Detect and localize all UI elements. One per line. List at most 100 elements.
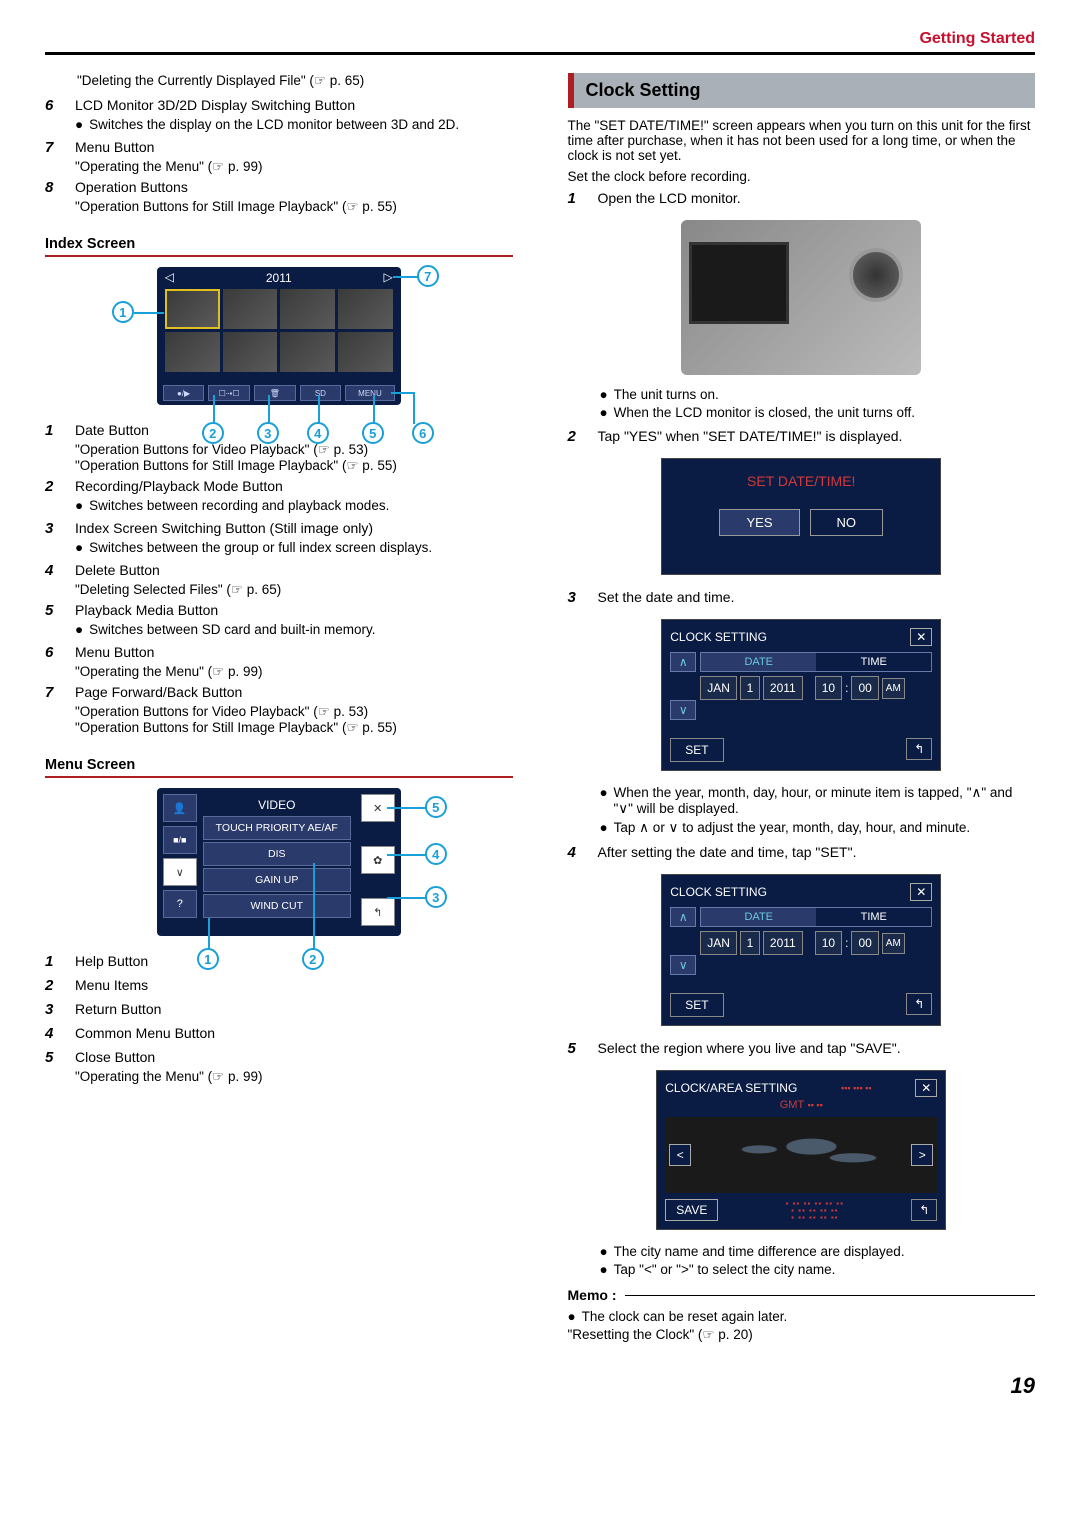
item-c4: 4 Common Menu Button [45, 1025, 513, 1045]
item-number: 7 [45, 139, 61, 156]
item-b7: 7 Page Forward/Back Button "Operation Bu… [45, 684, 513, 736]
prev-region-button[interactable]: < [669, 1144, 691, 1166]
month-value[interactable]: JAN [700, 931, 737, 955]
city-dots: ▪ ▪▪ ▪▪ ▪▪ ▪▪ ▪▪▪ ▪▪ ▪▪ ▪▪ ▪▪▪ ▪▪ ▪▪ ▪▪ … [786, 1200, 844, 1221]
up-arrow-icon[interactable]: ∧ [670, 907, 696, 927]
item-b2: 2 Recording/Playback Mode Button ●Switch… [45, 478, 513, 516]
item-number: 6 [45, 97, 61, 114]
down-arrow-icon[interactable]: ∨ [670, 700, 696, 720]
callout-2: 2 [202, 422, 224, 444]
day-value[interactable]: 1 [740, 676, 760, 700]
callout-m2: 2 [302, 948, 324, 970]
callout-4: 4 [307, 422, 329, 444]
close-icon[interactable]: ✕ [910, 883, 932, 901]
item-b3: 3 Index Screen Switching Button (Still i… [45, 520, 513, 558]
time-tab[interactable]: TIME [816, 908, 931, 926]
date-tab[interactable]: DATE [701, 908, 816, 926]
right-column: Clock Setting The "SET DATE/TIME!" scree… [568, 73, 1036, 1343]
callout-1: 1 [112, 301, 134, 323]
index-year: 2011 [266, 271, 292, 285]
time-tab[interactable]: TIME [816, 653, 931, 671]
index-screen-figure: ◁▷ 2011 ●/▶ ☐⇢☐ 🗑 SD MENU 1 2 [45, 267, 513, 408]
date-tab[interactable]: DATE [701, 653, 816, 671]
cs-title: CLOCK SETTING [670, 630, 767, 644]
step-4: 4 After setting the date and time, tap "… [568, 844, 1036, 864]
item-c2: 2 Menu Items [45, 977, 513, 997]
item-number: 8 [45, 179, 61, 196]
memo-label: Memo : [568, 1287, 617, 1303]
intro-text-2: Set the clock before recording. [568, 169, 1036, 184]
menu-screen-header: Menu Screen [45, 756, 513, 778]
day-value[interactable]: 1 [740, 931, 760, 955]
menu-title: VIDEO [203, 794, 351, 816]
minute-value[interactable]: 00 [851, 676, 878, 700]
area-setting-panel: CLOCK/AREA SETTING ▪▪▪ ▪▪▪ ▪▪ ✕ GMT ▪▪ ▪… [656, 1070, 946, 1230]
return-icon[interactable]: ↰ [911, 1199, 937, 1221]
item-title: LCD Monitor 3D/2D Display Switching Butt… [75, 97, 513, 113]
camera-illustration [681, 220, 921, 375]
next-region-button[interactable]: > [911, 1144, 933, 1166]
month-value[interactable]: JAN [700, 676, 737, 700]
dialog-title: SET DATE/TIME! [676, 473, 926, 489]
step5-bullet-1: The city name and time difference are di… [614, 1244, 905, 1259]
minute-value[interactable]: 00 [851, 931, 878, 955]
item-c5: 5 Close Button "Operating the Menu" (☞ p… [45, 1049, 513, 1085]
gmt-label: GMT [780, 1099, 804, 1111]
index-screen-header: Index Screen [45, 235, 513, 257]
step-3: 3 Set the date and time. [568, 589, 1036, 609]
ampm-value[interactable]: AM [882, 678, 905, 699]
index-screen-diagram: ◁▷ 2011 ●/▶ ☐⇢☐ 🗑 SD MENU [157, 267, 401, 405]
menu-item-3: GAIN UP [203, 868, 351, 892]
return-icon[interactable]: ↰ [906, 738, 932, 760]
item-b6: 6 Menu Button "Operating the Menu" (☞ p.… [45, 644, 513, 680]
return-icon[interactable]: ↰ [906, 993, 932, 1015]
clock-setting-panel-2: CLOCK SETTING ✕ ∧ ∨ DATE TIME JAN 1 [661, 874, 941, 1026]
set-datetime-dialog: SET DATE/TIME! YES NO [661, 458, 941, 575]
memo-ref: "Resetting the Clock" (☞ p. 20) [568, 1327, 1036, 1343]
area-title: CLOCK/AREA SETTING [665, 1081, 797, 1095]
page-header: Getting Started [45, 30, 1035, 55]
menu-item-2: DIS [203, 842, 351, 866]
item-b5: 5 Playback Media Button ●Switches betwee… [45, 602, 513, 640]
section-title: Menu Screen [45, 757, 135, 773]
step-2: 2 Tap "YES" when "SET DATE/TIME!" is dis… [568, 428, 1036, 448]
item-ref: "Operating the Menu" (☞ p. 99) [75, 159, 513, 175]
item-b4: 4 Delete Button "Deleting Selected Files… [45, 562, 513, 598]
callout-m3: 3 [425, 886, 447, 908]
set-button[interactable]: SET [670, 738, 723, 762]
year-value[interactable]: 2011 [763, 676, 803, 700]
menu-screen-figure: 👤 ■/■ ∨ ? VIDEO TOUCH PRIORITY AE/AF DIS… [45, 788, 513, 939]
set-button[interactable]: SET [670, 993, 723, 1017]
callout-3: 3 [257, 422, 279, 444]
close-icon[interactable]: ✕ [910, 628, 932, 646]
page-number: 19 [45, 1373, 1035, 1399]
memo-bullet: The clock can be reset again later. [582, 1309, 788, 1324]
hour-value[interactable]: 10 [815, 931, 842, 955]
yes-button[interactable]: YES [719, 509, 799, 536]
intro-text: The "SET DATE/TIME!" screen appears when… [568, 118, 1036, 163]
callout-m4: 4 [425, 843, 447, 865]
no-button[interactable]: NO [810, 509, 884, 536]
step1-bullet-1: The unit turns on. [614, 387, 719, 402]
hour-value[interactable]: 10 [815, 676, 842, 700]
item-c1: 1 Help Button [45, 953, 513, 973]
clock-setting-panel-1: CLOCK SETTING ✕ ∧ ∨ DATE TIME JAN 1 [661, 619, 941, 771]
clock-setting-title: Clock Setting [568, 73, 1036, 108]
ampm-value[interactable]: AM [882, 933, 905, 954]
close-icon[interactable]: ✕ [915, 1079, 937, 1097]
section-title: Index Screen [45, 236, 135, 252]
up-arrow-icon[interactable]: ∧ [670, 652, 696, 672]
callout-m5: 5 [425, 796, 447, 818]
gear-icon: ✿ [361, 846, 395, 874]
world-map: < > [665, 1117, 937, 1193]
down-icon: ∨ [163, 858, 197, 886]
memo-header: Memo : [568, 1287, 1036, 1303]
callout-7: 7 [417, 265, 439, 287]
item-title: Menu Button [75, 139, 513, 155]
help-icon: ? [163, 890, 197, 918]
down-arrow-icon[interactable]: ∨ [670, 955, 696, 975]
step1-bullet-2: When the LCD monitor is closed, the unit… [614, 405, 915, 420]
year-value[interactable]: 2011 [763, 931, 803, 955]
save-button[interactable]: SAVE [665, 1199, 718, 1221]
step3-bullet-1: When the year, month, day, hour, or minu… [614, 785, 1036, 817]
